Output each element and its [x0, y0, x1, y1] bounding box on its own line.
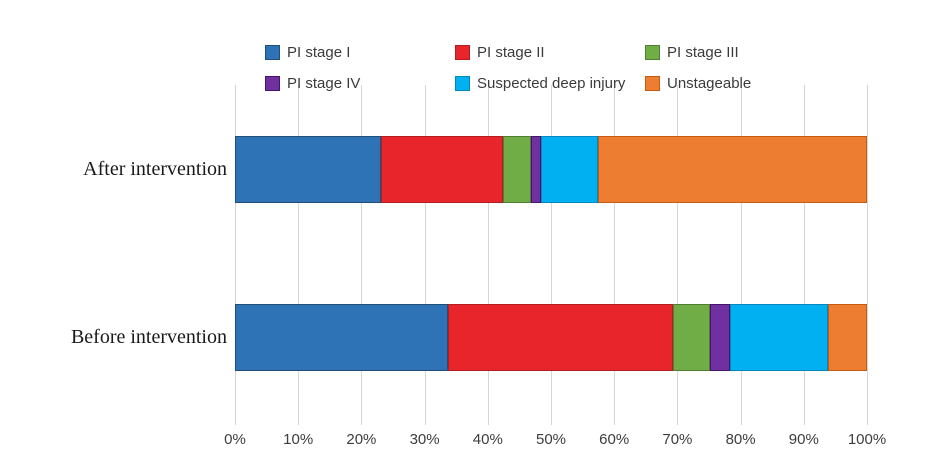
legend-label: PI stage II — [477, 43, 545, 61]
axis-tick-label: 0% — [224, 431, 246, 448]
bar-segment-suspected-deep-injury — [730, 304, 828, 371]
gridline — [614, 85, 616, 425]
legend-swatch-pi-stage-i-icon — [265, 44, 280, 60]
bar-segment-pi-stage-iv — [709, 304, 731, 371]
legend-item-unstageable: Unstageable — [645, 74, 752, 92]
legend-label: Unstageable — [667, 74, 752, 92]
legend-item-pi-stage-iii: PI stage III — [645, 43, 739, 61]
legend-swatch-pi-stage-iii-icon — [645, 44, 660, 60]
axis-tick-label: 70% — [662, 431, 693, 448]
legend-label: PI stage I — [287, 43, 351, 61]
bar-segment-pi-stage-ii — [380, 136, 503, 203]
legend-label: Suspected deep injury — [477, 74, 626, 92]
gridline — [424, 85, 426, 425]
gridline — [867, 85, 868, 425]
gridline — [487, 85, 489, 425]
axis-tick-label: 100% — [847, 431, 887, 448]
bar-segment-pi-stage-iii — [502, 136, 531, 203]
gridline — [235, 85, 236, 425]
axis-tick-label: 30% — [409, 431, 440, 448]
legend-swatch-suspected-deep-injury-icon — [455, 75, 470, 91]
bar-segment-pi-stage-i — [235, 136, 381, 203]
gridline — [551, 85, 552, 425]
legend-swatch-pi-stage-iv-icon — [265, 75, 280, 91]
bar-segment-unstageable — [597, 136, 867, 203]
legend-item-pi-stage-iv: PI stage IV — [265, 74, 361, 92]
legend-label: PI stage IV — [287, 74, 361, 92]
legend-item-pi-stage-i: PI stage I — [265, 43, 351, 61]
axis-tick-label: 40% — [472, 431, 503, 448]
axis-tick-label: 90% — [788, 431, 819, 448]
legend-label: PI stage III — [667, 43, 739, 61]
axis-tick-label: 50% — [535, 431, 567, 448]
axis-tick-label: 10% — [283, 431, 314, 448]
gridline — [803, 85, 805, 425]
category-label-after-intervention: After intervention — [83, 158, 227, 180]
bar-segment-suspected-deep-injury — [541, 136, 598, 203]
bar-segment-pi-stage-iv — [530, 136, 542, 203]
gridline — [298, 85, 300, 425]
bar-segment-pi-stage-iii — [672, 304, 710, 371]
bar-before-intervention — [235, 304, 867, 371]
bar-segment-pi-stage-i — [235, 304, 448, 371]
bar-segment-pi-stage-ii — [447, 304, 673, 371]
axis-tick-label: 80% — [725, 431, 756, 448]
gridline — [361, 85, 363, 425]
gridline — [677, 85, 679, 425]
category-label-before-intervention: Before intervention — [70, 326, 227, 348]
bar-after-intervention — [235, 136, 867, 203]
legend-swatch-unstageable-icon — [645, 75, 660, 91]
legend-item-suspected-deep-injury: Suspected deep injury — [455, 74, 626, 92]
legend-item-pi-stage-ii: PI stage II — [455, 43, 545, 61]
bar-segment-unstageable — [827, 304, 867, 371]
legend-swatch-pi-stage-ii-icon — [455, 44, 470, 60]
axis-tick-label: 60% — [599, 431, 630, 448]
gridline — [740, 85, 742, 425]
axis-tick-label: 20% — [346, 431, 377, 448]
